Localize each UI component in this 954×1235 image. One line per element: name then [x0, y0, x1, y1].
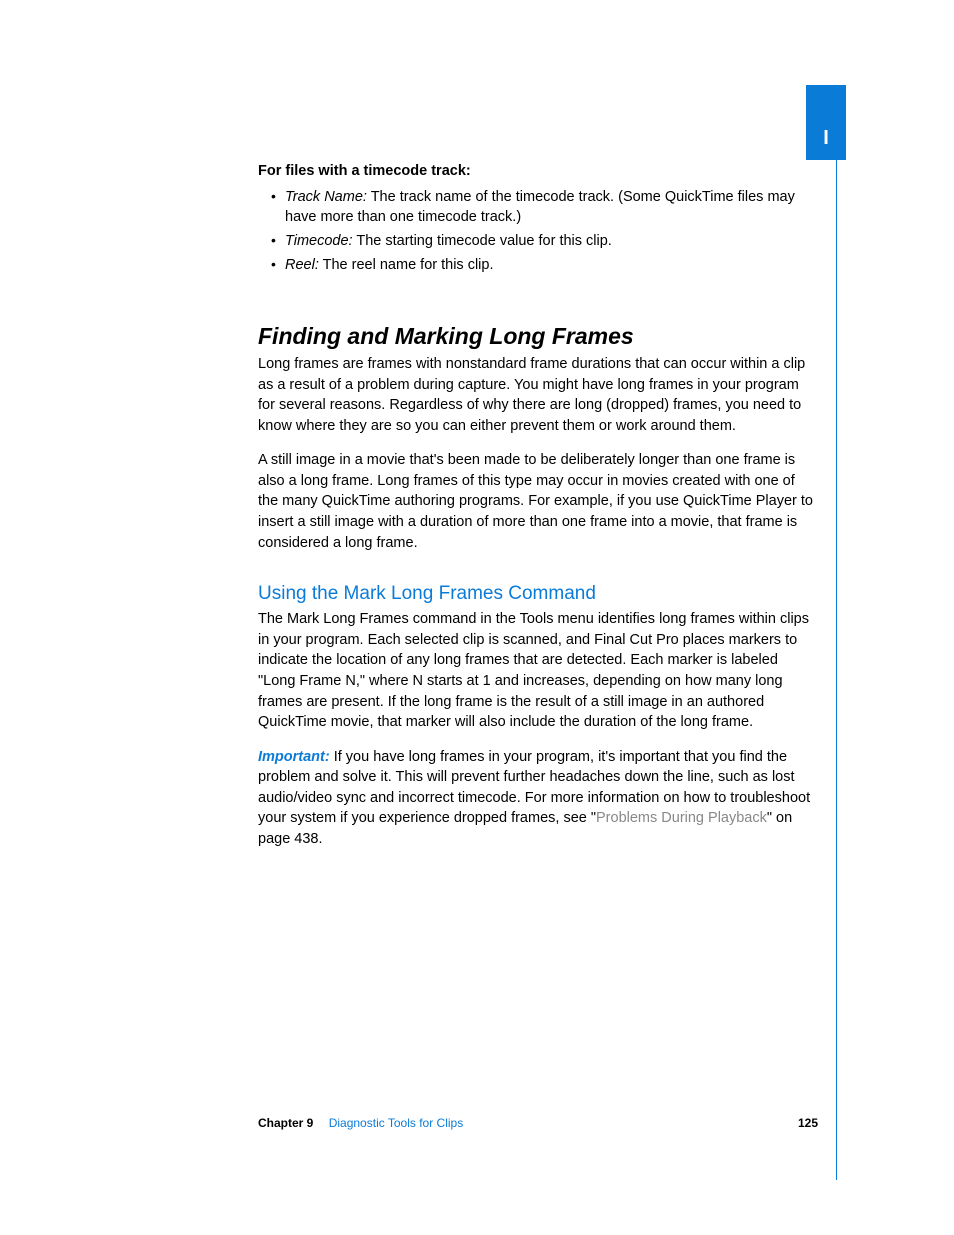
right-border-line — [836, 160, 837, 1180]
page-content: For files with a timecode track: Track N… — [258, 163, 818, 864]
term-desc: The reel name for this clip. — [323, 257, 494, 273]
page-footer: Chapter 9 Diagnostic Tools for Clips 125 — [258, 1116, 818, 1130]
cross-reference-link[interactable]: Problems During Playback — [596, 810, 767, 826]
important-label: Important: — [258, 749, 330, 765]
side-tab-label: I — [823, 127, 829, 150]
body-paragraph: Long frames are frames with nonstandard … — [258, 354, 818, 436]
body-paragraph: The Mark Long Frames command in the Tool… — [258, 609, 818, 732]
term-label: Track Name: — [285, 189, 367, 205]
chapter-label: Chapter 9 — [258, 1116, 313, 1130]
chapter-title: Diagnostic Tools for Clips — [329, 1116, 464, 1130]
list-item: Reel: The reel name for this clip. — [275, 255, 818, 275]
body-paragraph: A still image in a movie that's been mad… — [258, 450, 818, 553]
term-label: Timecode: — [285, 233, 353, 249]
footer-left: Chapter 9 Diagnostic Tools for Clips — [258, 1116, 463, 1130]
timecode-lead: For files with a timecode track: — [258, 163, 818, 179]
important-paragraph: Important: If you have long frames in yo… — [258, 747, 818, 850]
section-heading: Finding and Marking Long Frames — [258, 323, 818, 350]
term-desc: The starting timecode value for this cli… — [356, 233, 611, 249]
term-label: Reel: — [285, 257, 319, 273]
side-tab: I — [806, 85, 846, 160]
list-item: Timecode: The starting timecode value fo… — [275, 231, 818, 251]
page-number: 125 — [798, 1116, 818, 1130]
list-item: Track Name: The track name of the timeco… — [275, 187, 818, 227]
timecode-list: Track Name: The track name of the timeco… — [275, 187, 818, 275]
subsection-heading: Using the Mark Long Frames Command — [258, 583, 818, 605]
